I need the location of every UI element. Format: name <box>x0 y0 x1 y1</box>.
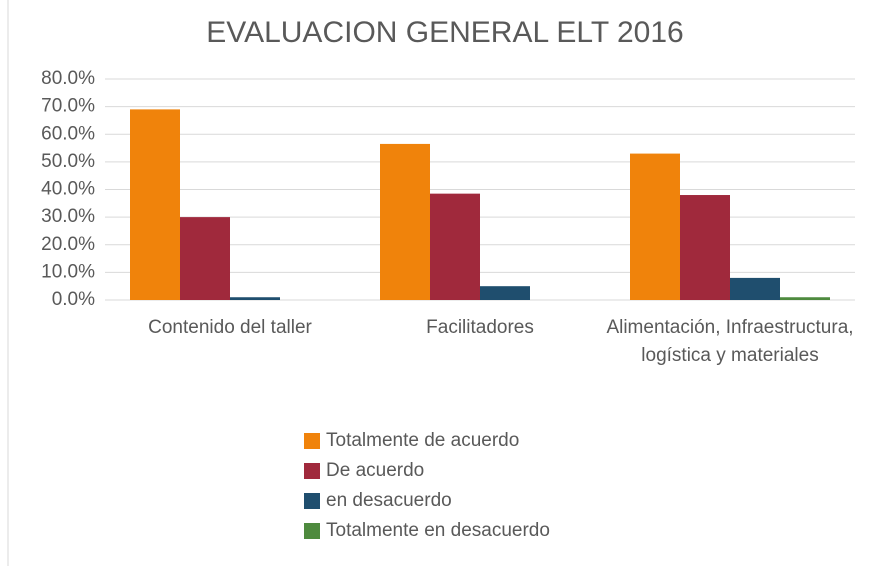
x-tick-label: Contenido del taller <box>148 317 312 338</box>
bar <box>430 193 480 300</box>
y-tick-label: 0.0% <box>52 289 95 310</box>
legend-label: Totalmente en desacuerdo <box>326 520 550 541</box>
legend-label: Totalmente de acuerdo <box>326 430 519 451</box>
bar <box>180 217 230 300</box>
bar <box>730 277 780 300</box>
y-tick-label: 10.0% <box>41 261 95 282</box>
y-tick-label: 80.0% <box>41 68 95 89</box>
bar <box>130 109 180 300</box>
x-tick-label: Facilitadores <box>426 317 534 338</box>
bar <box>630 153 680 300</box>
legend-swatch <box>304 463 320 479</box>
bar <box>380 143 430 300</box>
x-tick-label: Alimentación, Infraestructura, logística… <box>606 317 854 366</box>
bar <box>780 297 830 300</box>
legend-label: De acuerdo <box>326 460 424 481</box>
y-tick-label: 60.0% <box>41 123 95 144</box>
legend-swatch <box>304 493 320 509</box>
y-tick-label: 50.0% <box>41 151 95 172</box>
bar <box>680 195 730 300</box>
y-tick-label: 30.0% <box>41 206 95 227</box>
bar <box>230 297 280 300</box>
legend-label: en desacuerdo <box>326 490 452 511</box>
y-tick-label: 70.0% <box>41 96 95 117</box>
y-tick-label: 20.0% <box>41 234 95 255</box>
bar <box>480 286 530 300</box>
y-tick-label: 40.0% <box>41 179 95 200</box>
chart-title: EVALUACION GENERAL ELT 2016 <box>206 16 683 49</box>
legend-swatch <box>304 523 320 539</box>
legend-swatch <box>304 433 320 449</box>
